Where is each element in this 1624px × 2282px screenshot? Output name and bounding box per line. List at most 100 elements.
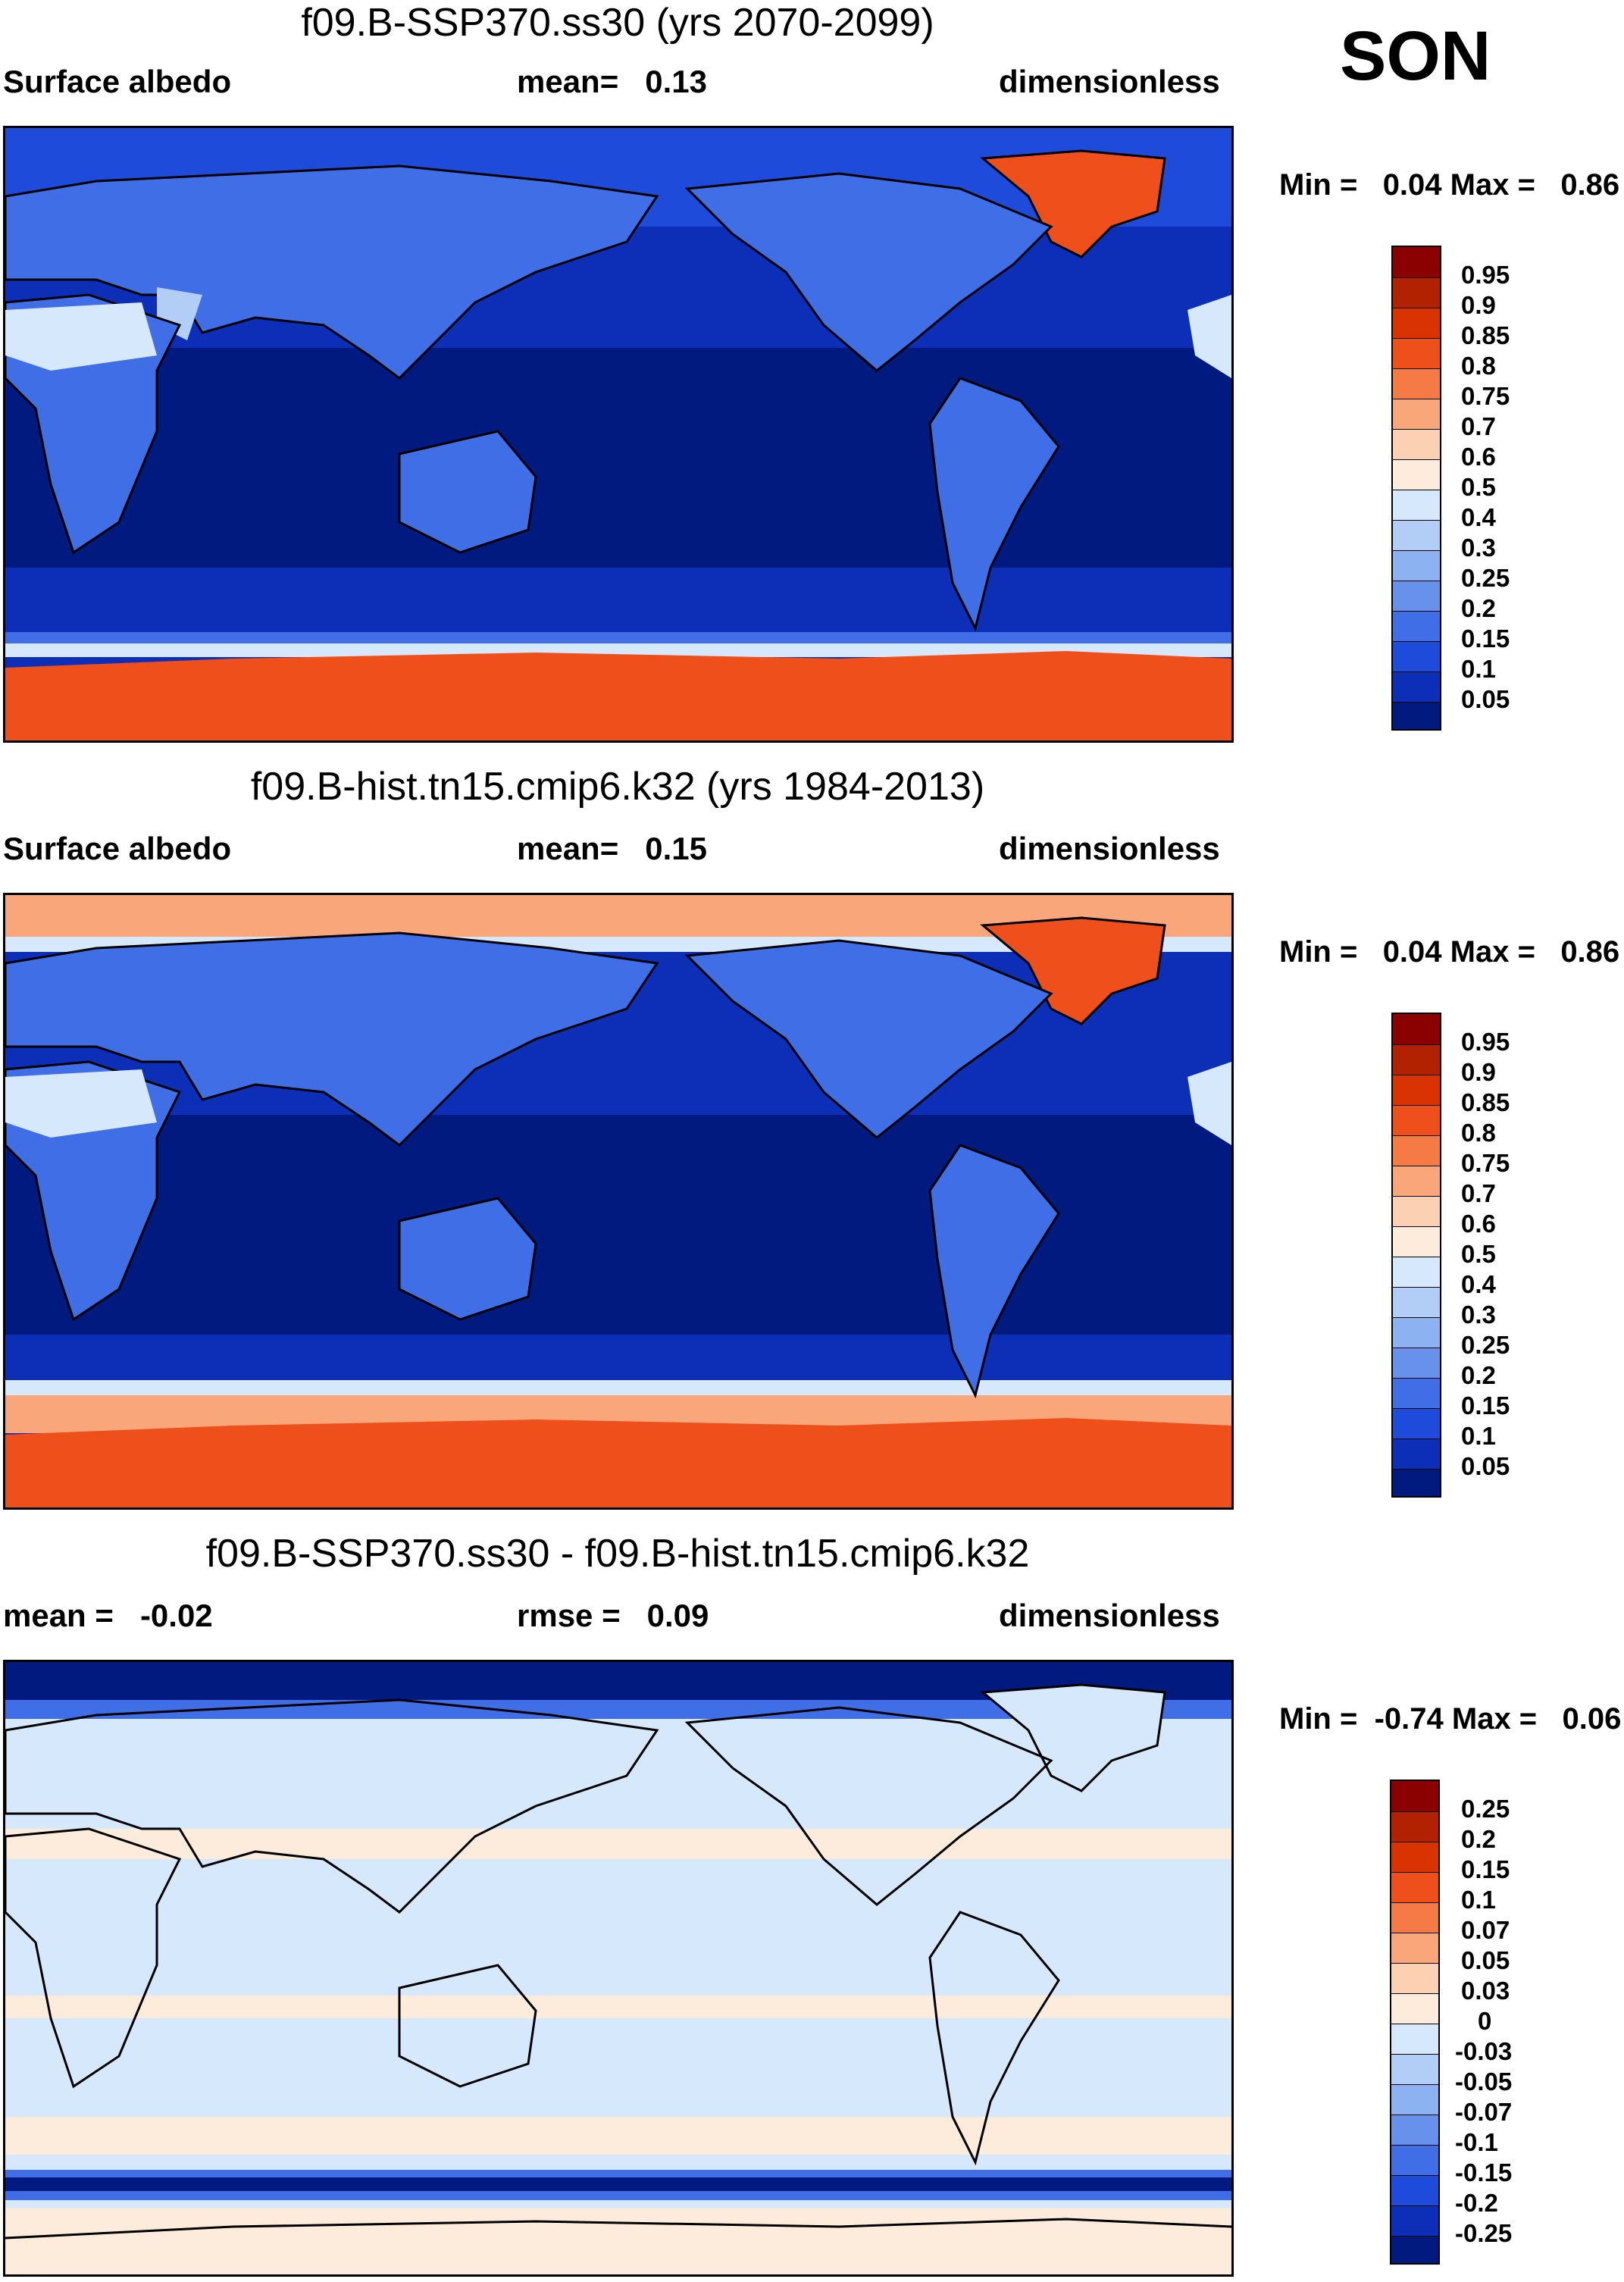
panel-2-colorbar-label: 0.9 bbox=[1461, 1058, 1496, 1086]
australia bbox=[398, 1197, 537, 1321]
panel-2-colorbar-swatch bbox=[1393, 1469, 1440, 1496]
panel-3-colorbar-label: -0.1 bbox=[1455, 2128, 1498, 2156]
africa bbox=[5, 1827, 182, 2089]
southern-ice-loss-core bbox=[5, 2177, 1231, 2191]
panel-2-colorbar-label: 0.05 bbox=[1461, 1452, 1510, 1480]
panel-1-colorbar-label: 0.6 bbox=[1461, 443, 1496, 471]
panel-1-colorbar-swatch bbox=[1393, 308, 1440, 338]
panel-2-colorbar-swatch bbox=[1393, 1287, 1440, 1317]
south-america bbox=[928, 1911, 1060, 2166]
diff-positive-band-1 bbox=[5, 1829, 1231, 1859]
panel-2-mean-label: mean= 0.15 bbox=[517, 831, 707, 867]
panel-1-max-key: Max = bbox=[1450, 168, 1535, 202]
panel-3-colorbar-label: 0 bbox=[1478, 2007, 1492, 2035]
panel-1-min-key: Min = bbox=[1279, 168, 1358, 202]
panel-1-colorbar-swatch bbox=[1393, 611, 1440, 641]
panel-3-colorbar-swatch bbox=[1391, 1902, 1438, 1933]
panel-1-colorbar-label: 0.8 bbox=[1461, 352, 1496, 380]
panel-2-colorbar-label: 0.15 bbox=[1461, 1391, 1510, 1420]
panel-1-colorbar-label: 0.25 bbox=[1461, 564, 1510, 592]
panel-2-colorbar-swatch bbox=[1393, 1014, 1440, 1044]
panel-3-mean-value: -0.02 bbox=[139, 1598, 213, 1633]
panel-2-colorbar-label: 0.2 bbox=[1461, 1361, 1496, 1389]
north-america bbox=[684, 1706, 1053, 1906]
panel-1-colorbar-label: 0.1 bbox=[1461, 655, 1496, 683]
sahara-east-edge bbox=[1187, 295, 1231, 378]
panel-1-colorbar-label: 0.05 bbox=[1461, 685, 1510, 713]
panel-2-colorbar-swatch bbox=[1393, 1075, 1440, 1105]
panel-3-max-value: 0.06 bbox=[1562, 1702, 1622, 1736]
panel-1-mean-label: mean= 0.13 bbox=[517, 64, 707, 100]
panel-2-colorbar-label: 0.4 bbox=[1461, 1270, 1496, 1298]
panel-1-colorbar-swatch bbox=[1393, 671, 1440, 702]
panel-1-colorbar-label: 0.95 bbox=[1461, 261, 1510, 289]
panel-2-colorbar-swatch bbox=[1393, 1438, 1440, 1469]
panel-2-colorbar-swatch bbox=[1393, 1378, 1440, 1408]
panel-3-title: f09.B-SSP370.ss30 - f09.B-hist.tn15.cmip… bbox=[205, 1532, 1030, 1576]
south-america bbox=[928, 1144, 1060, 1399]
panel-1-colorbar-label: 0.75 bbox=[1461, 382, 1510, 410]
panel-3-minmax: Min = -0.74 Max = 0.06 bbox=[1279, 1702, 1621, 1736]
panel-2-variable-label: Surface albedo bbox=[3, 831, 232, 866]
panel-2-map-svg bbox=[5, 895, 1231, 1507]
panel-1-colorbar-swatch bbox=[1393, 490, 1440, 520]
panel-1-mean-key: mean= bbox=[517, 64, 619, 99]
antarctica bbox=[5, 651, 1231, 740]
panel-1-title: f09.B-SSP370.ss30 (yrs 2070-2099) bbox=[301, 1, 934, 45]
panel-1-colorbar-swatch bbox=[1393, 550, 1440, 581]
panel-3-colorbar-swatch bbox=[1391, 2175, 1438, 2205]
panel-3-colorbar-label: 0.07 bbox=[1461, 1916, 1510, 1944]
panel-1-map bbox=[3, 126, 1234, 743]
panel-2-colorbar-label: 0.7 bbox=[1461, 1179, 1496, 1207]
panel-3-max-key: Max = bbox=[1451, 1702, 1538, 1736]
sahara-east-edge bbox=[1187, 1062, 1231, 1145]
panel-3-colorbar-label: 0.2 bbox=[1461, 1825, 1496, 1853]
panel-1-colorbar-swatch bbox=[1393, 399, 1440, 429]
panel-3-colorbar-swatch bbox=[1391, 2084, 1438, 2115]
panel-2-colorbar-label: 0.8 bbox=[1461, 1119, 1496, 1147]
panel-3-mean-label: mean = -0.02 bbox=[3, 1598, 213, 1634]
panel-3-colorbar-label: -0.05 bbox=[1455, 2068, 1513, 2096]
panel-2-colorbar-label: 0.95 bbox=[1461, 1028, 1510, 1056]
panel-2-colorbar-swatch bbox=[1393, 1226, 1440, 1257]
panel-1-colorbar-swatch bbox=[1393, 520, 1440, 550]
panel-3-colorbar-label: -0.07 bbox=[1455, 2098, 1513, 2126]
panel-3-colorbar-label: 0.05 bbox=[1461, 1946, 1510, 1974]
panel-2-colorbar-label: 0.25 bbox=[1461, 1331, 1510, 1359]
diff-positive-band-2 bbox=[5, 1996, 1231, 2018]
panel-1-colorbar-swatch bbox=[1393, 581, 1440, 611]
antarctica-coast bbox=[5, 2218, 1231, 2240]
eurasia bbox=[5, 164, 659, 380]
panel-2-colorbar bbox=[1391, 1013, 1441, 1498]
panel-3-colorbar-swatch bbox=[1391, 1963, 1438, 1993]
panel-1-mean-value: 0.13 bbox=[645, 64, 708, 99]
panel-1-colorbar bbox=[1391, 246, 1441, 731]
panel-3-colorbar-swatch bbox=[1391, 2205, 1438, 2236]
panel-1-colorbar-label: 0.3 bbox=[1461, 534, 1496, 562]
panel-2-colorbar-swatch bbox=[1393, 1105, 1440, 1135]
panel-1-max-value: 0.86 bbox=[1560, 168, 1620, 202]
panel-3-rmse-label: rmse = 0.09 bbox=[517, 1598, 709, 1634]
panel-2-title: f09.B-hist.tn15.cmip6.k32 (yrs 1984-2013… bbox=[250, 765, 985, 809]
season-label: SON bbox=[1340, 17, 1491, 95]
panel-3-colorbar-swatch bbox=[1391, 2236, 1438, 2263]
panel-3-colorbar-label: 0.1 bbox=[1461, 1886, 1496, 1914]
greenland bbox=[980, 1683, 1166, 1792]
panel-1-colorbar-swatch bbox=[1393, 429, 1440, 459]
eurasia bbox=[5, 1698, 659, 1914]
panel-3-colorbar-swatch bbox=[1391, 1842, 1438, 1872]
panel-1-colorbar-swatch bbox=[1393, 368, 1440, 399]
south-america bbox=[928, 377, 1060, 632]
panel-2-max-key: Max = bbox=[1450, 935, 1535, 969]
panel-1-variable-label: Surface albedo bbox=[3, 64, 232, 99]
panel-3-map-svg bbox=[5, 1662, 1231, 2274]
panel-1-minmax: Min = 0.04 Max = 0.86 bbox=[1279, 168, 1619, 202]
greenland bbox=[980, 916, 1166, 1025]
panel-3-colorbar-swatch bbox=[1391, 2054, 1438, 2084]
panel-1-colorbar-label: 0.5 bbox=[1461, 473, 1496, 501]
panel-2-colorbar-swatch bbox=[1393, 1348, 1440, 1378]
panel-3-colorbar-label: -0.2 bbox=[1455, 2189, 1498, 2217]
panel-2-colorbar-label: 0.3 bbox=[1461, 1301, 1496, 1329]
panel-2-colorbar-swatch bbox=[1393, 1196, 1440, 1226]
panel-1-colorbar-swatch bbox=[1393, 459, 1440, 490]
